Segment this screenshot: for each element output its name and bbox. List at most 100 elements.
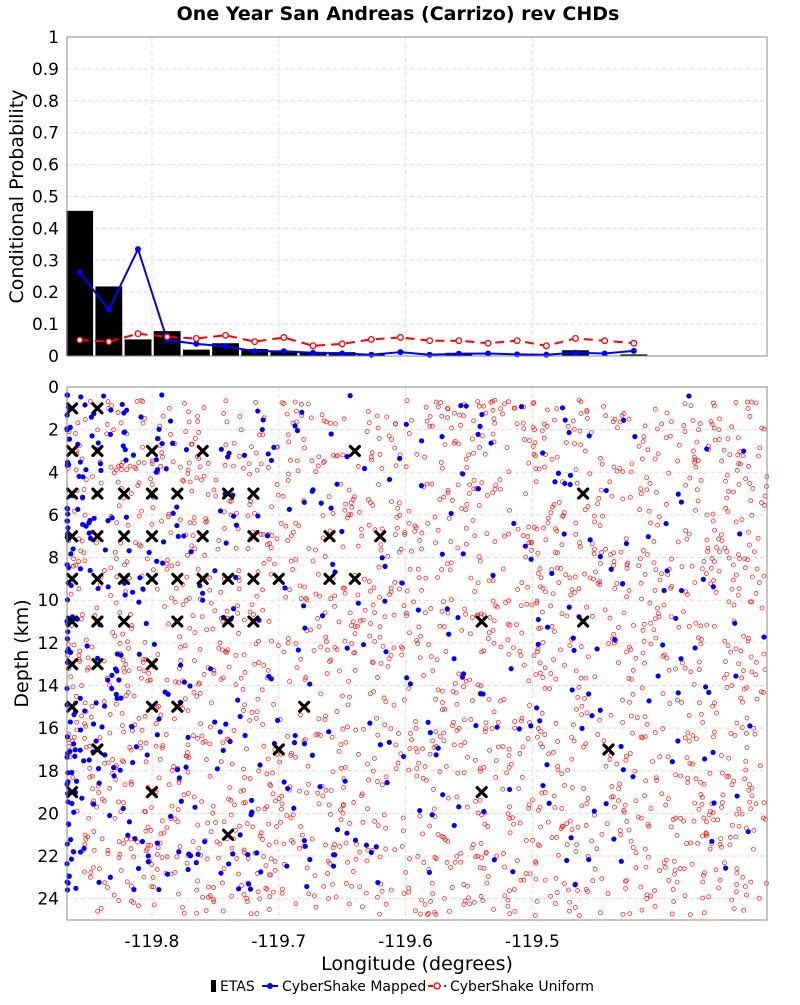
uniform-scatter-point — [685, 592, 690, 597]
uniform-scatter-point — [220, 647, 225, 653]
uniform-scatter-point — [324, 671, 330, 676]
uniform-scatter-point — [256, 660, 262, 666]
uniform-scatter-point — [337, 844, 343, 849]
uniform-scatter-point — [451, 719, 456, 725]
bottom-y-tick-label: 16 — [37, 719, 59, 739]
uniform-scatter-point — [712, 527, 717, 533]
uniform-scatter-point — [404, 613, 409, 619]
uniform-scatter-point — [111, 427, 117, 433]
uniform-scatter-point — [431, 787, 436, 792]
uniform-scatter-point — [576, 684, 582, 690]
uniform-scatter-point — [733, 646, 739, 652]
uniform-scatter-point — [350, 869, 356, 874]
uniform-scatter-point — [295, 468, 301, 474]
uniform-scatter-point — [129, 898, 134, 904]
etas-x-marker — [196, 444, 209, 458]
uniform-scatter-point — [446, 795, 451, 801]
uniform-scatter-point — [682, 401, 688, 407]
legend: ETAS CyberShake Mapped CyberShake Uniform — [211, 979, 594, 995]
uniform-scatter-point — [104, 885, 110, 890]
uniform-scatter-point — [693, 776, 699, 782]
uniform-scatter-point — [332, 593, 338, 599]
uniform-scatter-point — [169, 768, 175, 773]
uniform-scatter-point — [468, 717, 474, 722]
uniform-scatter-point — [724, 549, 730, 554]
uniform-scatter-point — [433, 696, 439, 702]
uniform-scatter-point — [472, 588, 478, 594]
uniform-scatter-point — [759, 425, 765, 431]
uniform-scatter-point — [538, 575, 544, 581]
uniform-scatter-point — [432, 855, 438, 860]
uniform-scatter-point — [756, 895, 762, 901]
mapped-scatter-point — [528, 723, 534, 729]
uniform-scatter-point — [734, 720, 740, 726]
bottom-y-tick-label: 24 — [37, 890, 59, 910]
mapped-scatter-point — [212, 719, 218, 725]
uniform-scatter-point — [423, 575, 429, 581]
uniform-scatter-point — [549, 456, 555, 462]
mapped-scatter-point — [235, 697, 241, 703]
uniform-scatter-point — [708, 419, 714, 425]
uniform-scatter-point — [265, 756, 271, 762]
uniform-scatter-point — [385, 553, 391, 559]
uniform-scatter-point — [603, 546, 608, 552]
uniform-scatter-point — [569, 587, 575, 592]
uniform-scatter-point — [722, 860, 727, 866]
uniform-scatter-point — [661, 652, 667, 658]
uniform-scatter-point — [248, 911, 254, 917]
mapped-scatter-point — [415, 607, 421, 613]
uniform-scatter-point — [260, 432, 266, 438]
uniform-scatter-point — [602, 607, 608, 613]
uniform-scatter-point — [660, 653, 666, 659]
uniform-scatter-point — [587, 471, 593, 477]
uniform-scatter-point — [463, 678, 469, 684]
uniform-scatter-point — [647, 481, 653, 486]
uniform-scatter-point — [213, 477, 219, 483]
uniform-scatter-point — [492, 539, 498, 544]
uniform-scatter-point — [379, 526, 385, 532]
uniform-scatter-point — [269, 504, 274, 510]
uniform-scatter-point — [750, 486, 756, 491]
etas-x-marker — [91, 658, 104, 671]
uniform-scatter-point — [122, 562, 127, 568]
uniform-scatter-point — [198, 721, 204, 727]
mapped-scatter-point — [71, 849, 77, 855]
uniform-scatter-point — [346, 487, 352, 493]
uniform-scatter-point — [83, 637, 89, 643]
uniform-scatter-point — [108, 593, 114, 598]
mapped-scatter-point — [302, 625, 308, 631]
uniform-scatter-point — [721, 447, 727, 453]
uniform-scatter-point — [444, 561, 450, 567]
uniform-scatter-point — [124, 467, 130, 473]
uniform-scatter-point — [757, 445, 763, 451]
uniform-scatter-point — [726, 488, 731, 494]
uniform-scatter-point — [285, 636, 291, 641]
uniform-scatter-point — [625, 560, 631, 566]
uniform-scatter-point — [267, 541, 272, 546]
uniform-scatter-point — [253, 400, 259, 405]
uniform-scatter-point — [531, 451, 537, 457]
mapped-scatter-point — [591, 808, 597, 814]
uniform-scatter-point — [349, 883, 354, 889]
uniform-scatter-point — [477, 444, 482, 450]
mapped-scatter-point — [72, 753, 78, 759]
mapped-scatter-point — [154, 840, 160, 846]
uniform-scatter-point — [402, 530, 408, 535]
uniform-scatter-point — [716, 427, 722, 433]
uniform-scatter-point — [559, 611, 565, 617]
uniform-scatter-point — [642, 660, 647, 666]
mapped-scatter-point — [555, 470, 562, 476]
uniform-scatter-point — [568, 592, 574, 598]
mapped-scatter-point — [386, 476, 393, 483]
uniform-scatter-point — [73, 467, 79, 473]
uniform-scatter-point — [690, 733, 696, 738]
mapped-scatter-point — [491, 857, 497, 863]
uniform-scatter-point — [149, 481, 155, 487]
uniform-scatter-point — [361, 726, 366, 732]
uniform-scatter-point — [241, 800, 246, 806]
uniform-scatter-point — [518, 718, 524, 724]
uniform-scatter-point — [392, 847, 398, 853]
mapped-scatter-point — [168, 813, 174, 819]
uniform-scatter-point — [370, 602, 376, 608]
uniform-scatter-point — [691, 681, 697, 687]
